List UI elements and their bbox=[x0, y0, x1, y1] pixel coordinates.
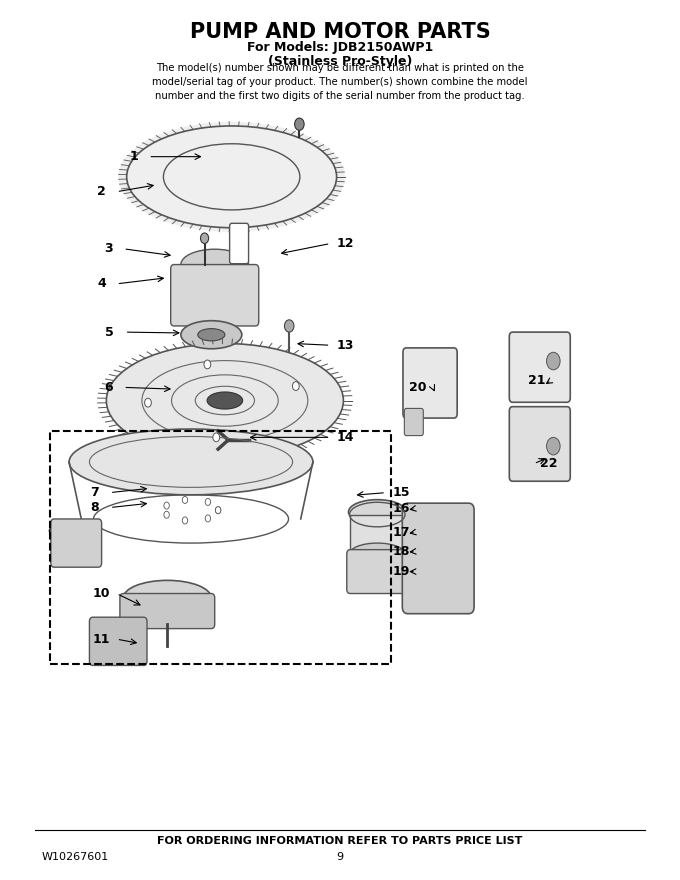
Text: 10: 10 bbox=[93, 587, 110, 600]
Ellipse shape bbox=[181, 320, 242, 348]
Ellipse shape bbox=[198, 328, 225, 341]
Text: 7: 7 bbox=[90, 486, 99, 499]
Text: 20: 20 bbox=[409, 381, 426, 394]
Ellipse shape bbox=[348, 500, 406, 524]
Circle shape bbox=[145, 399, 152, 407]
Ellipse shape bbox=[207, 392, 243, 409]
Circle shape bbox=[294, 118, 304, 130]
FancyBboxPatch shape bbox=[120, 593, 215, 628]
Circle shape bbox=[216, 507, 221, 514]
FancyBboxPatch shape bbox=[509, 332, 571, 402]
Ellipse shape bbox=[350, 543, 405, 565]
Text: 1: 1 bbox=[129, 150, 138, 163]
Text: 19: 19 bbox=[392, 565, 409, 578]
Text: 6: 6 bbox=[104, 381, 113, 394]
Ellipse shape bbox=[181, 249, 249, 280]
Circle shape bbox=[213, 433, 220, 442]
FancyBboxPatch shape bbox=[230, 224, 249, 264]
Circle shape bbox=[204, 360, 211, 369]
Circle shape bbox=[292, 382, 299, 391]
Text: FOR ORDERING INFORMATION REFER TO PARTS PRICE LIST: FOR ORDERING INFORMATION REFER TO PARTS … bbox=[157, 836, 523, 846]
Circle shape bbox=[284, 319, 294, 332]
Circle shape bbox=[547, 437, 560, 455]
Text: W10267601: W10267601 bbox=[42, 852, 109, 862]
Text: 14: 14 bbox=[337, 431, 354, 444]
Text: 12: 12 bbox=[337, 237, 354, 250]
Text: 9: 9 bbox=[337, 852, 343, 862]
FancyBboxPatch shape bbox=[347, 550, 411, 593]
Circle shape bbox=[182, 496, 188, 503]
Circle shape bbox=[547, 352, 560, 370]
FancyBboxPatch shape bbox=[509, 407, 571, 481]
Text: 16: 16 bbox=[392, 502, 409, 515]
Ellipse shape bbox=[118, 122, 345, 231]
Circle shape bbox=[164, 511, 169, 518]
Text: (Stainless Pro-Style): (Stainless Pro-Style) bbox=[268, 55, 412, 68]
Text: PUMP AND MOTOR PARTS: PUMP AND MOTOR PARTS bbox=[190, 22, 490, 42]
Text: 5: 5 bbox=[105, 326, 114, 339]
FancyBboxPatch shape bbox=[405, 408, 423, 436]
Text: 4: 4 bbox=[97, 277, 106, 290]
Text: For Models: JDB2150AWP1: For Models: JDB2150AWP1 bbox=[247, 41, 433, 55]
FancyBboxPatch shape bbox=[403, 503, 474, 613]
FancyBboxPatch shape bbox=[171, 265, 258, 326]
Ellipse shape bbox=[123, 580, 211, 615]
FancyBboxPatch shape bbox=[403, 348, 457, 418]
Circle shape bbox=[216, 507, 221, 514]
Text: The model(s) number shown may be different than what is printed on the
model/ser: The model(s) number shown may be differe… bbox=[152, 63, 528, 101]
Text: 22: 22 bbox=[540, 458, 558, 470]
Circle shape bbox=[164, 502, 169, 510]
Text: 17: 17 bbox=[392, 525, 409, 539]
Circle shape bbox=[205, 515, 211, 522]
Circle shape bbox=[182, 517, 188, 524]
Text: 15: 15 bbox=[392, 486, 409, 499]
Ellipse shape bbox=[69, 429, 313, 495]
Text: 3: 3 bbox=[104, 242, 113, 255]
Text: 9: 9 bbox=[48, 527, 56, 540]
Circle shape bbox=[205, 498, 211, 505]
Text: 13: 13 bbox=[337, 339, 354, 352]
Circle shape bbox=[201, 233, 209, 244]
Ellipse shape bbox=[106, 343, 343, 458]
Text: 2: 2 bbox=[97, 186, 106, 198]
FancyBboxPatch shape bbox=[350, 515, 406, 554]
FancyBboxPatch shape bbox=[51, 519, 101, 568]
Text: 18: 18 bbox=[392, 545, 409, 558]
Text: 11: 11 bbox=[93, 633, 110, 646]
Text: 21: 21 bbox=[528, 374, 545, 387]
Text: 8: 8 bbox=[90, 501, 99, 514]
FancyBboxPatch shape bbox=[90, 617, 147, 665]
